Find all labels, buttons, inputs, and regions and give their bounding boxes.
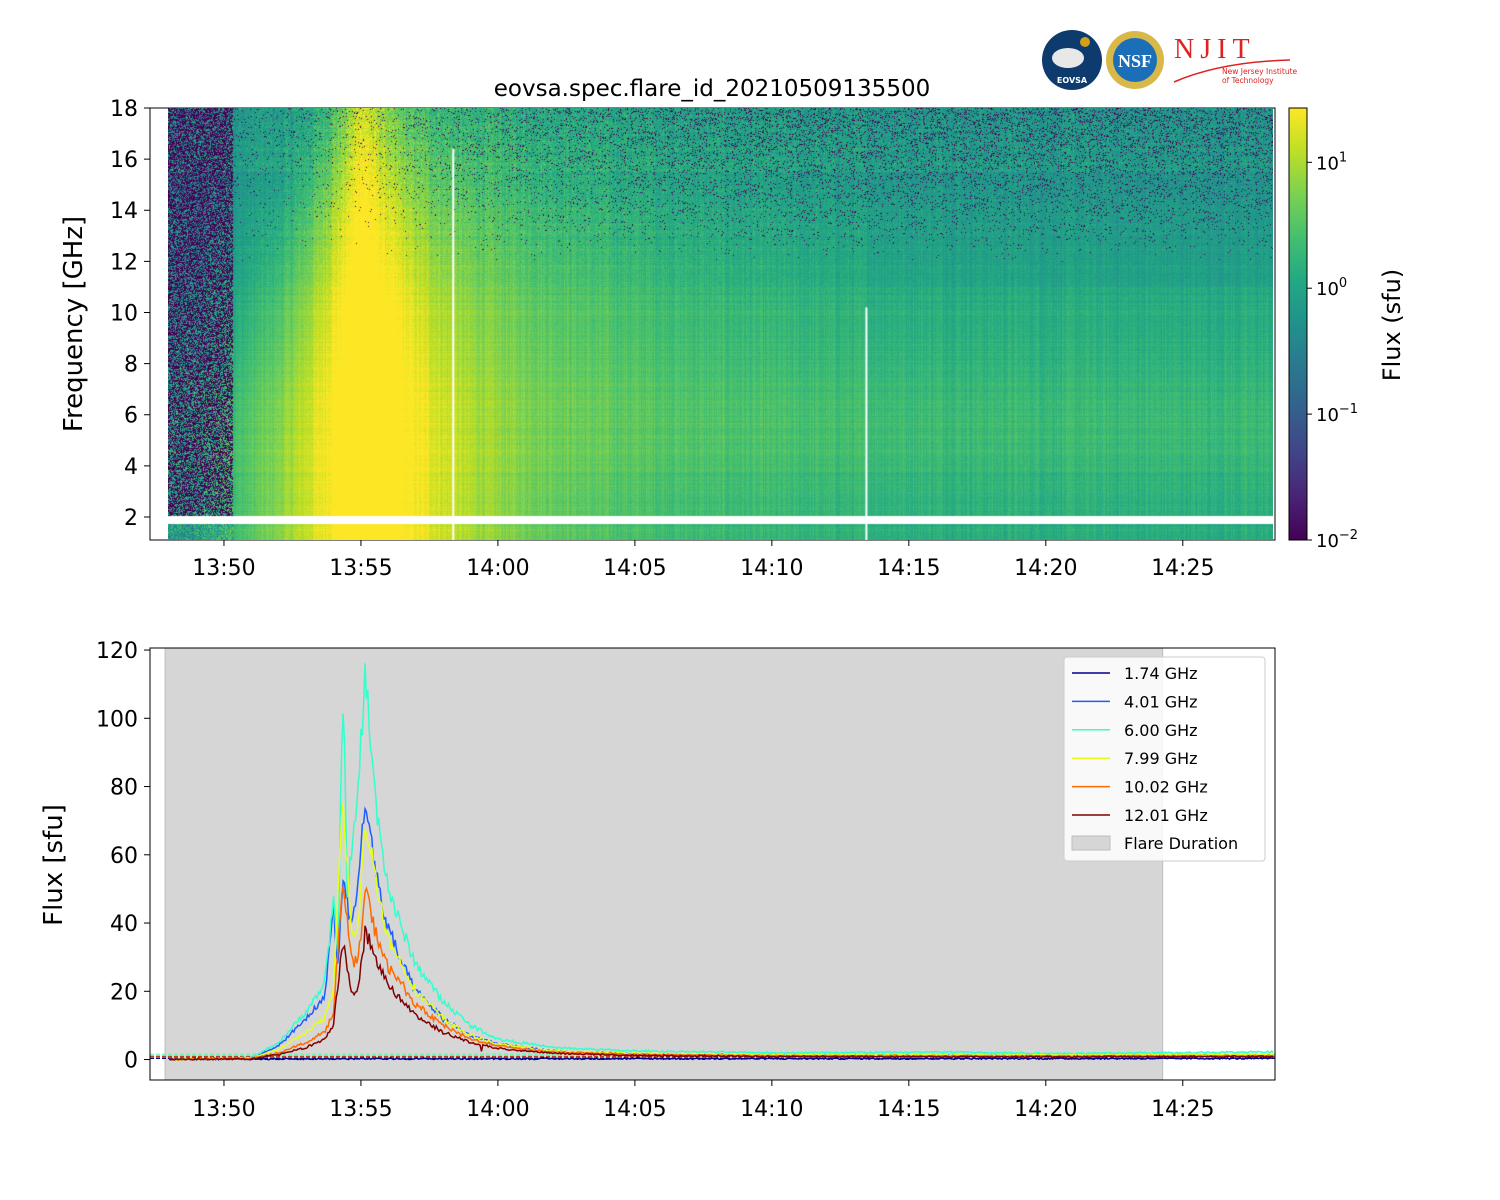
tick-base: 10	[1316, 153, 1339, 174]
y-axis-label: Flux [sfu]	[39, 804, 69, 926]
tick-base: 10	[1316, 531, 1339, 552]
y-tick-label: 12	[110, 250, 138, 275]
x-tick-label: 14:05	[603, 1097, 666, 1122]
tick-exponent: 1	[1339, 150, 1347, 165]
legend-label: 1.74 GHz	[1124, 664, 1198, 683]
x-tick-label: 14:25	[1151, 1097, 1214, 1122]
x-tick-label: 13:55	[329, 556, 392, 581]
spectrogram-axes: 13:50 13:55 14:00 14:05 14:10 14:15 14:20 14:25…	[59, 97, 1276, 581]
colorbar-tick-label: 10−1	[1316, 402, 1358, 426]
flare-duration-span	[164, 647, 1164, 1081]
legend-swatch-flare	[1071, 835, 1111, 851]
y-axis-label: Frequency [GHz]	[59, 216, 89, 432]
tick-exponent: 0	[1339, 276, 1347, 291]
y-tick-label: 10	[110, 301, 138, 326]
lightcurve-axes: 13:50 13:55 14:00 14:05 14:10 14:15 14:20 14:25…	[39, 639, 1276, 1122]
x-tick-label: 14:25	[1151, 556, 1214, 581]
njit-logo: NJIT New Jersey Institute of Technology	[1173, 34, 1298, 85]
x-tick-label: 14:20	[1014, 1097, 1077, 1122]
svg-text:EOVSA: EOVSA	[1057, 76, 1088, 85]
colorbar-gradient	[1288, 107, 1308, 541]
tick-exponent: −1	[1339, 402, 1358, 417]
series-line	[169, 886, 1274, 1061]
lightcurve-frame	[149, 647, 1276, 1081]
colorbar-tick-label: 101	[1316, 150, 1347, 174]
nsf-logo: NSF	[1106, 31, 1164, 89]
y-tick-label: 20	[110, 980, 138, 1005]
legend-label: 4.01 GHz	[1124, 692, 1198, 711]
tick-base: 10	[1316, 279, 1339, 300]
series-line	[168, 663, 1274, 1061]
series-line	[168, 925, 1274, 1061]
colorbar-tick-label: 100	[1316, 276, 1347, 300]
y-tick-label: 2	[124, 506, 138, 531]
legend-label: 6.00 GHz	[1124, 721, 1198, 740]
legend-label: 7.99 GHz	[1124, 749, 1198, 768]
y-tick-label: 120	[96, 639, 138, 664]
x-tick-label: 14:00	[466, 556, 529, 581]
legend-label: 12.01 GHz	[1124, 806, 1208, 825]
svg-text:New Jersey Institute: New Jersey Institute	[1222, 67, 1298, 76]
x-tick-label: 14:10	[740, 1097, 803, 1122]
y-tick-label: 40	[110, 912, 138, 937]
y-tick-label: 100	[96, 707, 138, 732]
y-tick-label: 18	[110, 97, 138, 122]
x-tick-label: 14:15	[877, 1097, 940, 1122]
x-tick-label: 14:15	[877, 556, 940, 581]
svg-text:NJIT: NJIT	[1174, 34, 1256, 65]
spectrogram-image	[168, 108, 1273, 540]
colorbar-tick-label: 10−2	[1316, 528, 1358, 552]
x-tick-label: 14:05	[603, 556, 666, 581]
series-group	[150, 663, 1275, 1061]
y-tick-label: 16	[110, 148, 138, 173]
series-line	[168, 1056, 1274, 1061]
x-tick-label: 14:20	[1014, 556, 1077, 581]
tick-exponent: −2	[1339, 528, 1358, 543]
y-tick-label: 80	[110, 776, 138, 801]
eovsa-logo: EOVSA	[1042, 30, 1102, 90]
x-tick-label: 13:50	[192, 1097, 255, 1122]
legend-label: Flare Duration	[1124, 834, 1238, 853]
svg-text:of Technology: of Technology	[1222, 76, 1274, 85]
y-tick-label: 8	[124, 353, 138, 378]
x-tick-label: 13:50	[192, 556, 255, 581]
legend: 1.74 GHz 4.01 GHz 6.00 GHz 7.99 GHz 10.02 GH…	[1063, 656, 1266, 862]
tick-base: 10	[1316, 405, 1339, 426]
legend-label: 10.02 GHz	[1124, 778, 1208, 797]
x-tick-label: 13:55	[329, 1097, 392, 1122]
svg-text:NSF: NSF	[1118, 51, 1152, 71]
y-tick-label: 6	[124, 404, 138, 429]
y-tick-label: 0	[124, 1049, 138, 1074]
figure-title: eovsa.spec.flare_id_20210509135500	[494, 76, 930, 102]
y-tick-label: 14	[110, 199, 138, 224]
y-tick-label: 4	[124, 455, 138, 480]
x-tick-label: 14:10	[740, 556, 803, 581]
x-tick-label: 14:00	[466, 1097, 529, 1122]
legend-box	[1063, 656, 1266, 862]
colorbar-label: Flux (sfu)	[1378, 269, 1406, 381]
y-tick-label: 60	[110, 844, 138, 869]
